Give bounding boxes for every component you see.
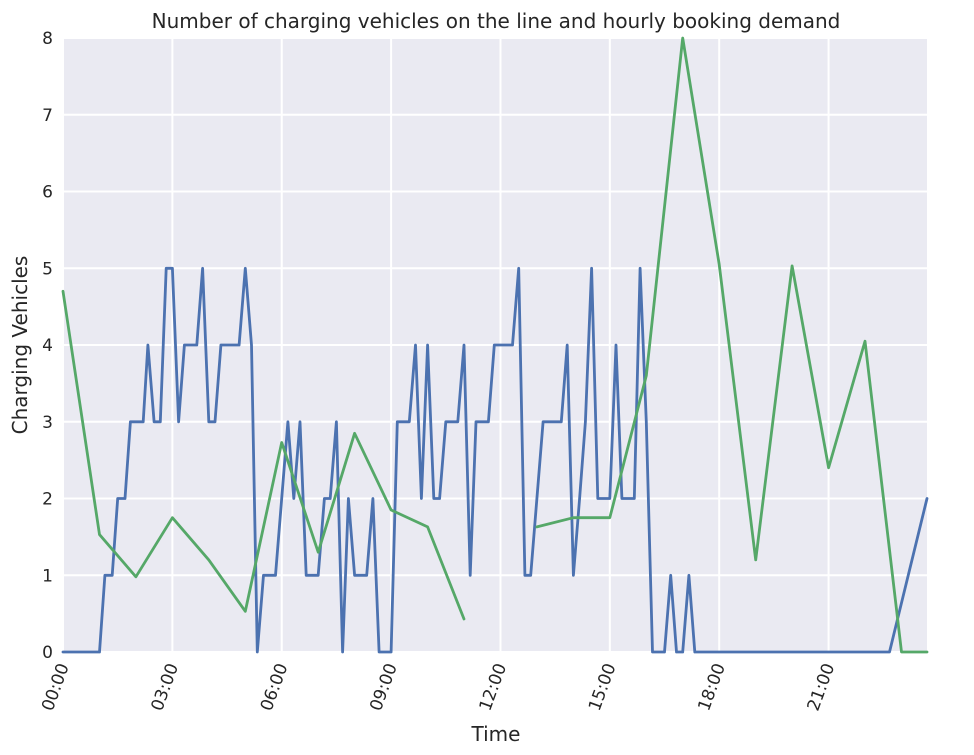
x-tick-label: 15:00 [585,661,621,714]
x-tick-label: 06:00 [257,661,293,714]
y-tick-label: 3 [42,413,53,433]
grid [62,37,927,653]
x-tick-label: 00:00 [38,661,74,714]
chart-title: Number of charging vehicles on the line … [152,9,841,33]
x-tick-label: 21:00 [804,661,840,714]
y-tick-label: 1 [42,566,53,586]
x-axis-title: Time [471,722,521,746]
series-2-line [535,36,929,654]
y-tick-label: 2 [42,490,53,510]
y-axis-title: Charging Vehicles [8,256,32,435]
y-tick-label: 0 [42,643,53,663]
x-tick-label: 12:00 [476,661,512,714]
x-axis: 00:00 03:00 06:00 09:00 12:00 15:00 18:00 21:00 [38,661,839,714]
series-2-line [61,289,466,621]
x-tick-label: 09:00 [366,661,402,714]
x-tick-label: 03:00 [148,661,184,714]
y-tick-label: 8 [42,29,53,49]
x-tick-label: 18:00 [694,661,730,714]
y-tick-label: 5 [42,259,53,279]
series-1-line [61,266,929,654]
y-tick-label: 4 [42,336,53,356]
y-axis: 0 1 2 3 4 5 6 7 8 [42,29,53,663]
y-tick-label: 6 [42,183,53,203]
y-tick-label: 7 [42,106,53,126]
series-layer [61,36,929,654]
